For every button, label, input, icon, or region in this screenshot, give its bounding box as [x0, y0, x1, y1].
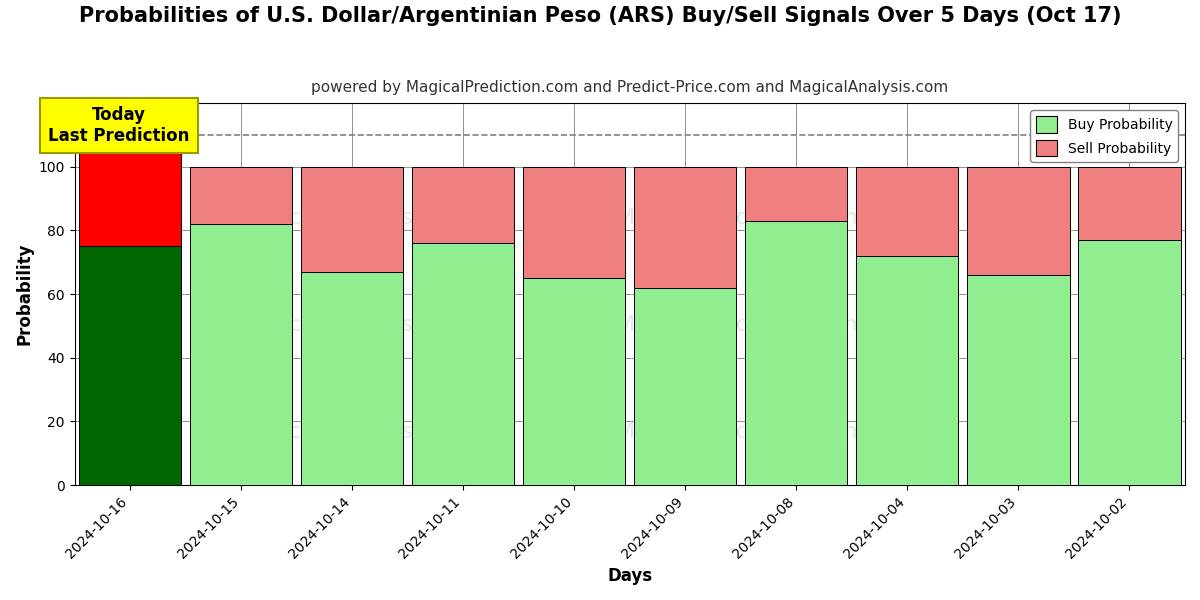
Text: Probabilities of U.S. Dollar/Argentinian Peso (ARS) Buy/Sell Signals Over 5 Days: Probabilities of U.S. Dollar/Argentinian…: [79, 6, 1121, 26]
Text: Today
Last Prediction: Today Last Prediction: [48, 106, 190, 145]
Bar: [301, 272, 403, 485]
Text: MagicalPrediction.com: MagicalPrediction.com: [616, 422, 866, 442]
Bar: [79, 135, 181, 247]
Bar: [745, 221, 847, 485]
Bar: [190, 224, 293, 485]
Bar: [523, 278, 625, 485]
Y-axis label: Probability: Probability: [16, 243, 34, 346]
Bar: [857, 256, 959, 485]
Text: MagicalAnalysis.com: MagicalAnalysis.com: [236, 208, 468, 228]
Bar: [635, 288, 737, 485]
Bar: [967, 275, 1069, 485]
Text: MagicalAnalysis.com: MagicalAnalysis.com: [236, 422, 468, 442]
Text: MagicalPrediction.com: MagicalPrediction.com: [616, 208, 866, 228]
Bar: [79, 247, 181, 485]
Bar: [635, 167, 737, 288]
Title: powered by MagicalPrediction.com and Predict-Price.com and MagicalAnalysis.com: powered by MagicalPrediction.com and Pre…: [311, 80, 948, 95]
Bar: [412, 167, 515, 243]
Bar: [523, 167, 625, 278]
Bar: [412, 243, 515, 485]
Bar: [857, 167, 959, 256]
Bar: [967, 167, 1069, 275]
Text: MagicalPrediction.com: MagicalPrediction.com: [616, 315, 866, 335]
Bar: [190, 167, 293, 224]
Text: MagicalAnalysis.com: MagicalAnalysis.com: [236, 315, 468, 335]
X-axis label: Days: Days: [607, 567, 653, 585]
Bar: [1079, 167, 1181, 240]
Legend: Buy Probability, Sell Probability: Buy Probability, Sell Probability: [1030, 110, 1178, 162]
Bar: [745, 167, 847, 221]
Bar: [301, 167, 403, 272]
Bar: [1079, 240, 1181, 485]
